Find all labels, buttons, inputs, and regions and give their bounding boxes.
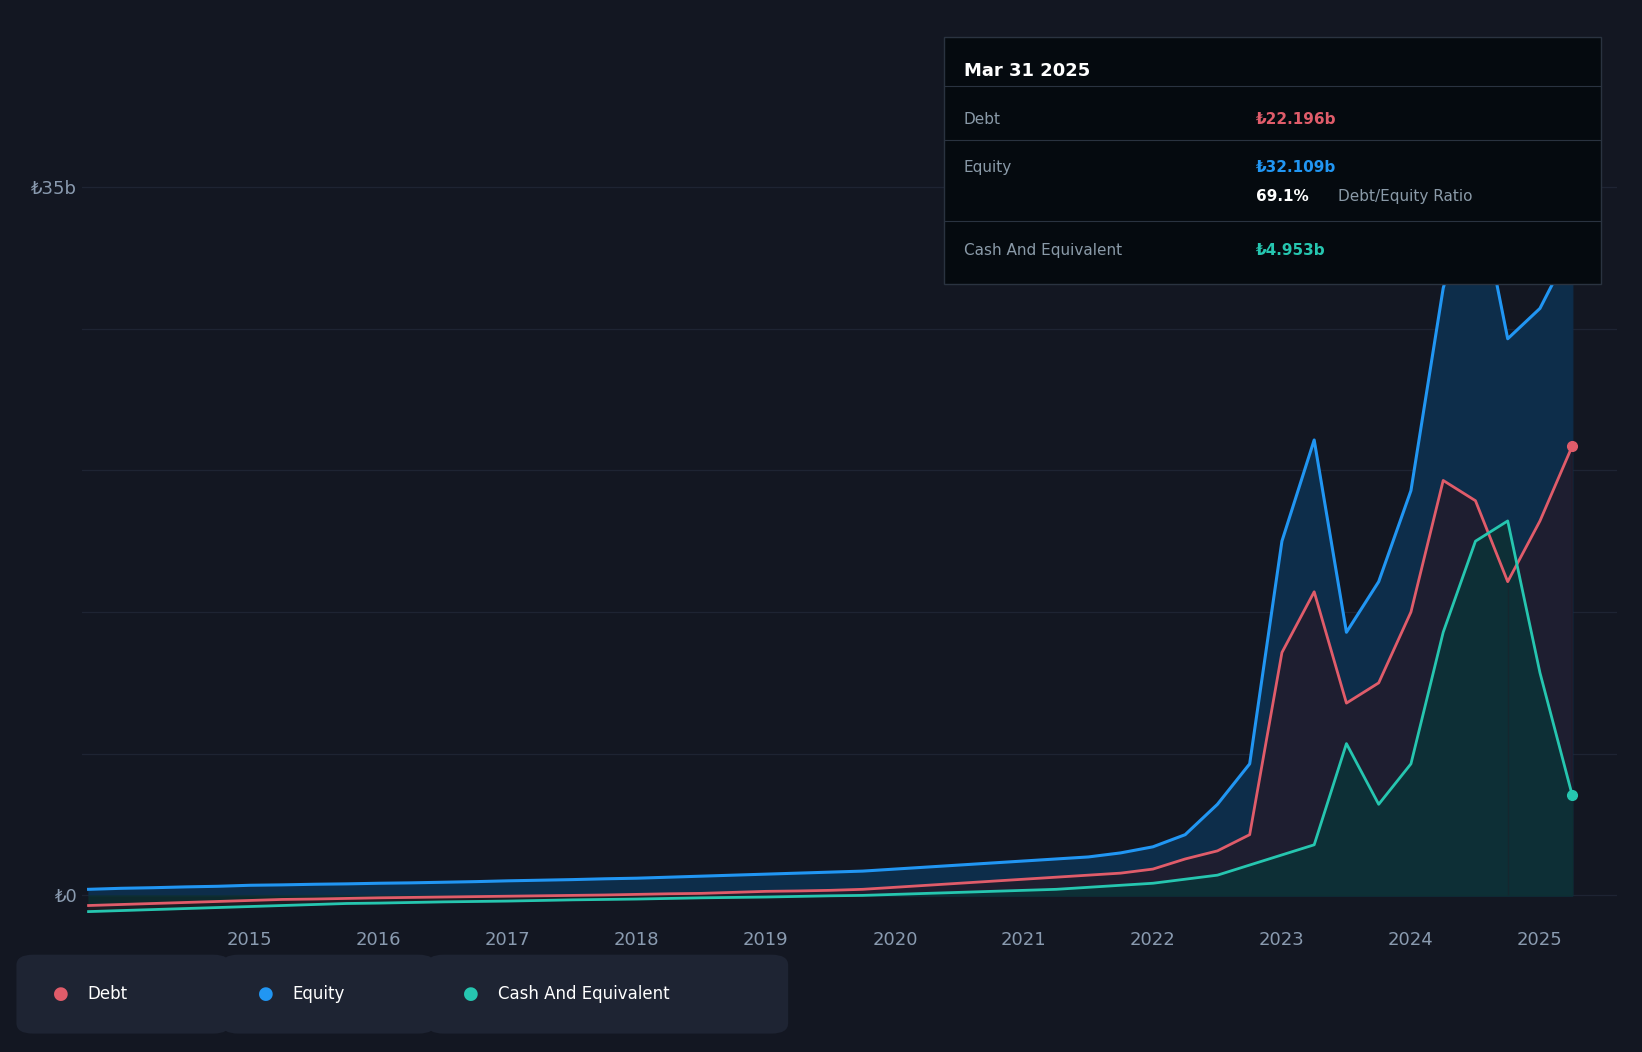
Text: ₺22.196b: ₺22.196b — [1256, 113, 1337, 127]
Text: Debt: Debt — [87, 985, 126, 1004]
Text: Equity: Equity — [964, 160, 1011, 175]
Text: 69.1%: 69.1% — [1256, 189, 1309, 204]
Text: ●: ● — [258, 985, 274, 1004]
Text: ₺4.953b: ₺4.953b — [1256, 243, 1325, 258]
Text: Mar 31 2025: Mar 31 2025 — [964, 61, 1090, 80]
Text: Cash And Equivalent: Cash And Equivalent — [964, 243, 1121, 258]
Text: ●: ● — [53, 985, 69, 1004]
Text: Debt/Equity Ratio: Debt/Equity Ratio — [1338, 189, 1473, 204]
Text: Equity: Equity — [292, 985, 345, 1004]
Text: Cash And Equivalent: Cash And Equivalent — [498, 985, 670, 1004]
Text: ₺32.109b: ₺32.109b — [1256, 160, 1337, 175]
Text: Debt: Debt — [964, 113, 1002, 127]
Text: ●: ● — [463, 985, 479, 1004]
